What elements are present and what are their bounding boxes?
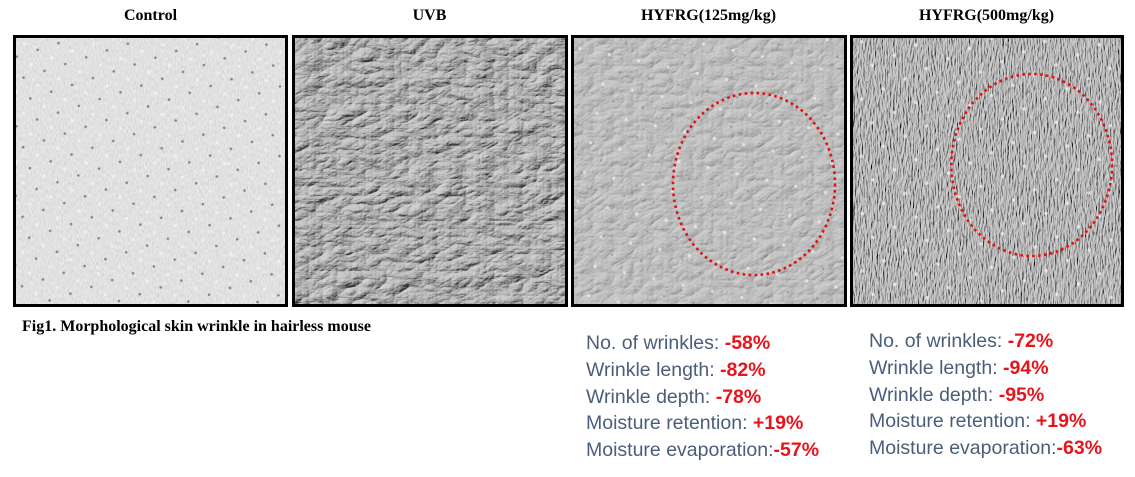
stat-row: Wrinkle depth: -95%	[869, 382, 1102, 409]
stat-value: -94%	[1003, 356, 1049, 379]
stat-row: Moisture evaporation:-63%	[869, 435, 1102, 462]
control-title: Control	[123, 7, 178, 24]
stat-row: Wrinkle depth: -78%	[586, 384, 819, 411]
stat-label: Wrinkle length:	[586, 358, 715, 381]
stat-row: Wrinkle length: -94%	[869, 355, 1102, 382]
stat-label: No. of wrinkles:	[586, 332, 720, 354]
stat-value: -95%	[998, 383, 1045, 406]
stat-label: Wrinkle depth:	[869, 383, 994, 406]
stat-value: -58%	[724, 332, 771, 354]
uvb-skin-image	[292, 35, 568, 307]
hyfrg-500-title: HYFRG(500mg/kg)	[918, 7, 1055, 24]
stat-label: Wrinkle length:	[869, 356, 998, 379]
stat-row: Wrinkle length: -82%	[586, 357, 819, 384]
stat-row: No. of wrinkles: -72%	[869, 328, 1102, 355]
stat-value: -78%	[715, 385, 762, 408]
stat-label: Wrinkle depth:	[586, 385, 711, 408]
stat-label: Moisture retention:	[869, 410, 1031, 433]
stat-row: Moisture retention: +19%	[869, 408, 1102, 435]
stat-row: No. of wrinkles: -58%	[586, 330, 819, 357]
figure-caption: Fig1. Morphological skin wrinkle in hair…	[22, 318, 371, 335]
control-skin-image	[13, 35, 288, 307]
stat-value: -72%	[1007, 330, 1054, 352]
highlight-circle	[671, 91, 837, 277]
stat-row: Moisture evaporation:-57%	[586, 437, 819, 464]
stats-500: No. of wrinkles: -72% Wrinkle length: -9…	[869, 328, 1102, 462]
hyfrg-125-title: HYFRG(125mg/kg)	[640, 7, 777, 24]
hyfrg-125-skin-image	[571, 35, 847, 307]
stat-value: -63%	[1056, 437, 1103, 460]
stat-label: Moisture evaporation:	[586, 439, 774, 462]
stat-row: Moisture retention: +19%	[586, 410, 819, 437]
stat-value: +19%	[1035, 410, 1087, 433]
stat-label: No. of wrinkles:	[869, 330, 1003, 352]
stat-value: +19%	[752, 412, 804, 435]
highlight-circle	[949, 72, 1114, 258]
uvb-title: UVB	[412, 7, 447, 24]
stat-value: -82%	[720, 358, 766, 381]
stats-125: No. of wrinkles: -58% Wrinkle length: -8…	[586, 330, 819, 464]
stat-value: -57%	[773, 439, 820, 462]
stat-label: Moisture evaporation:	[869, 437, 1057, 460]
stat-label: Moisture retention:	[586, 412, 748, 435]
hyfrg-500-skin-image	[850, 35, 1124, 307]
